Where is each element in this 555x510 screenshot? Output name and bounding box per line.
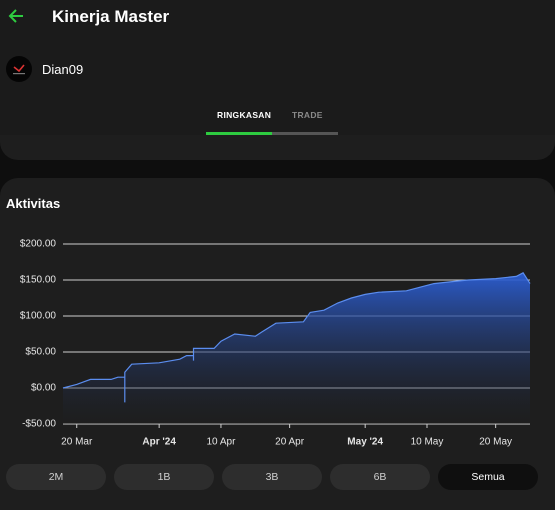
header-panel: Kinerja Master Dian09 RINGKASAN TRADE [0, 0, 555, 160]
avatar[interactable] [6, 56, 32, 82]
tab[interactable]: RINGKASAN [217, 110, 272, 120]
header-bar [0, 0, 555, 135]
page-title: Kinerja Master [52, 7, 170, 26]
tab-track [272, 132, 338, 135]
range-button[interactable]: 6B [330, 464, 430, 490]
back-button[interactable] [6, 6, 26, 26]
range-button[interactable]: Semua [438, 464, 538, 490]
range-button[interactable]: 2M [6, 464, 106, 490]
user-name: Dian09 [42, 62, 84, 77]
tab-indicator [206, 132, 272, 135]
range-button[interactable]: 1B [114, 464, 214, 490]
section-title: Aktivitas [6, 196, 61, 211]
tab[interactable]: TRADE [292, 110, 323, 120]
activity-card [0, 178, 555, 510]
range-button[interactable]: 3B [222, 464, 322, 490]
